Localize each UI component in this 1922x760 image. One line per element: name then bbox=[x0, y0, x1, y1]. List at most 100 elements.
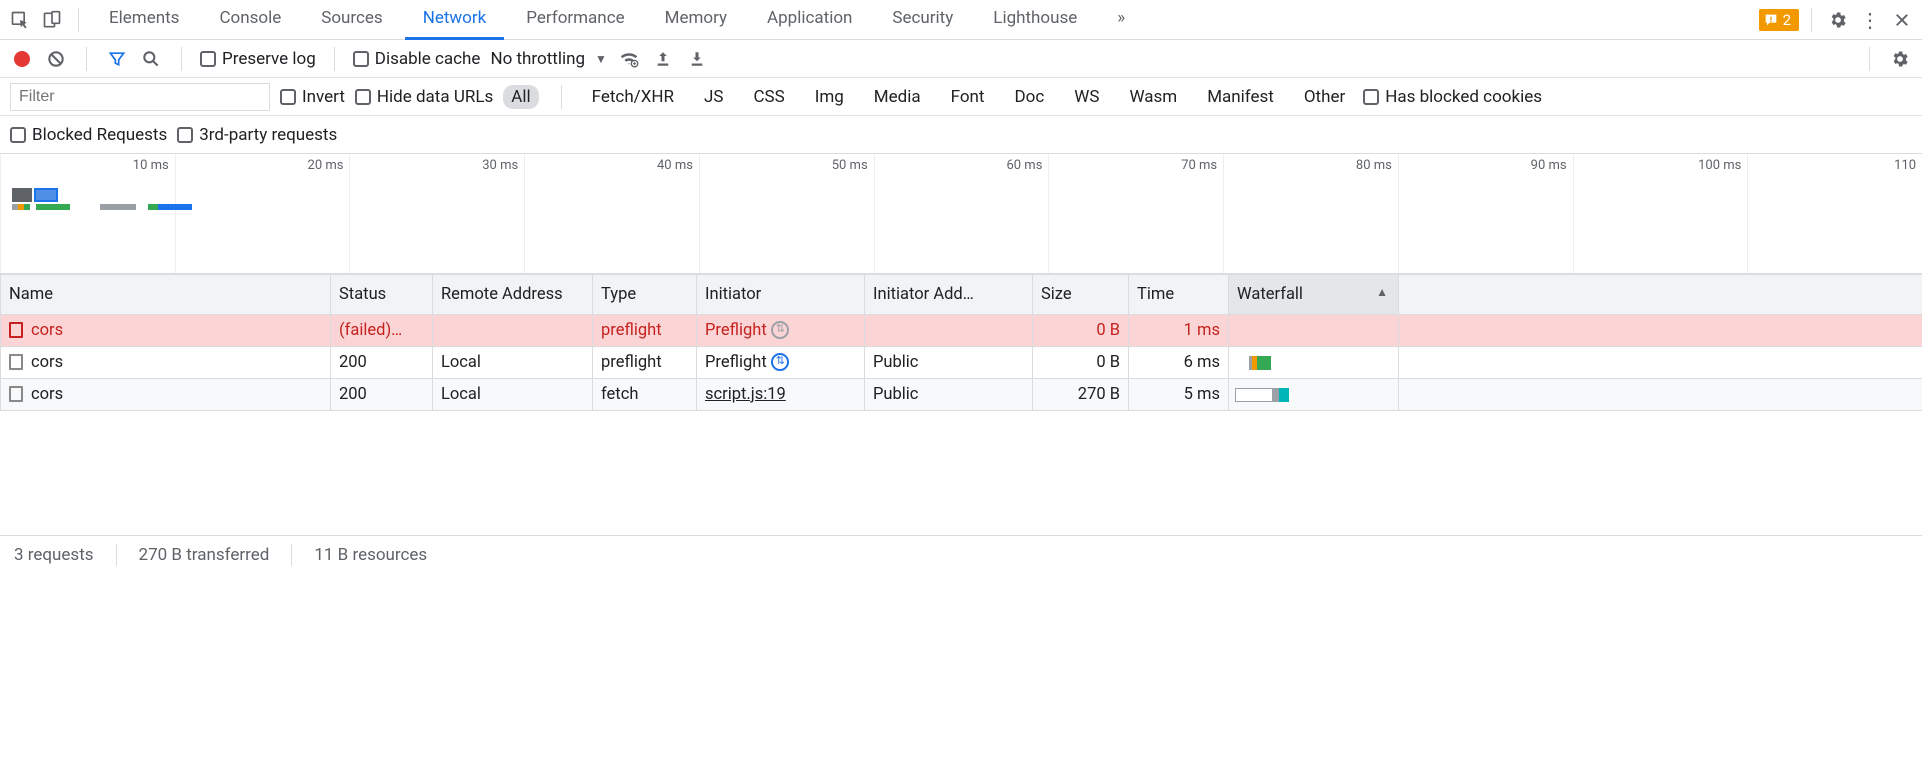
tabs-overflow[interactable]: » bbox=[1099, 0, 1143, 40]
tab-console[interactable]: Console bbox=[201, 0, 299, 40]
filter-type-media[interactable]: Media bbox=[866, 85, 929, 109]
filter-type-ws[interactable]: WS bbox=[1066, 85, 1107, 109]
col-type[interactable]: Type bbox=[593, 275, 697, 315]
overview-tick: 30 ms bbox=[349, 154, 524, 273]
filter-bar-2: Blocked Requests 3rd-party requests bbox=[0, 116, 1922, 154]
filter-type-other[interactable]: Other bbox=[1296, 85, 1353, 109]
network-settings-icon[interactable] bbox=[1888, 47, 1912, 71]
invert-checkbox[interactable]: Invert bbox=[280, 87, 345, 107]
separator bbox=[1811, 8, 1812, 32]
cell-blank bbox=[1399, 315, 1922, 347]
disable-cache-checkbox[interactable]: Disable cache bbox=[353, 49, 481, 69]
overview-tick: 90 ms bbox=[1398, 154, 1573, 273]
cell-remote: Local bbox=[433, 347, 593, 379]
tab-memory[interactable]: Memory bbox=[647, 0, 745, 40]
filter-icon[interactable] bbox=[105, 47, 129, 71]
cell-size: 0 B bbox=[1033, 347, 1129, 379]
filter-type-js[interactable]: JS bbox=[696, 85, 731, 109]
blocked-requests-checkbox[interactable]: Blocked Requests bbox=[10, 125, 167, 145]
device-toggle-icon[interactable] bbox=[38, 6, 66, 34]
filter-type-manifest[interactable]: Manifest bbox=[1199, 85, 1282, 109]
network-conditions-icon[interactable] bbox=[617, 47, 641, 71]
overview-tick: 20 ms bbox=[175, 154, 350, 273]
settings-icon[interactable] bbox=[1824, 6, 1852, 34]
cell-initiator: Preflight bbox=[697, 347, 865, 379]
tab-network[interactable]: Network bbox=[405, 0, 505, 40]
cell-type: fetch bbox=[593, 379, 697, 411]
cell-waterfall bbox=[1229, 315, 1399, 347]
col-status[interactable]: Status bbox=[331, 275, 433, 315]
initiator-link[interactable]: script.js:19 bbox=[705, 385, 786, 404]
cell-blank bbox=[1399, 379, 1922, 411]
request-row[interactable]: cors200Localfetchscript.js:19Public270 B… bbox=[1, 379, 1922, 411]
cell-initiator: script.js:19 bbox=[697, 379, 865, 411]
cell-time: 6 ms bbox=[1129, 347, 1229, 379]
tab-lighthouse[interactable]: Lighthouse bbox=[975, 0, 1095, 40]
filter-type-font[interactable]: Font bbox=[943, 85, 993, 109]
separator bbox=[1869, 47, 1870, 71]
inspect-icon[interactable] bbox=[6, 6, 34, 34]
cell-initaddr: Public bbox=[865, 347, 1033, 379]
kebab-menu-icon[interactable]: ⋮ bbox=[1856, 6, 1884, 34]
preserve-log-checkbox[interactable]: Preserve log bbox=[200, 49, 316, 69]
filter-type-css[interactable]: CSS bbox=[745, 85, 792, 109]
filter-type-doc[interactable]: Doc bbox=[1007, 85, 1053, 109]
cell-initiator: Preflight bbox=[697, 315, 865, 347]
separator bbox=[86, 47, 87, 71]
filter-type-img[interactable]: Img bbox=[807, 85, 852, 109]
third-party-checkbox[interactable]: 3rd-party requests bbox=[177, 125, 337, 145]
cell-name: cors bbox=[1, 379, 331, 411]
tab-sources[interactable]: Sources bbox=[303, 0, 400, 40]
cell-remote: Local bbox=[433, 379, 593, 411]
filter-bar: Invert Hide data URLs All Fetch/XHR JS CSS I… bbox=[0, 78, 1922, 116]
overview-tick: 50 ms bbox=[699, 154, 874, 273]
col-size[interactable]: Size bbox=[1033, 275, 1129, 315]
hide-data-urls-checkbox[interactable]: Hide data URLs bbox=[355, 87, 493, 107]
file-icon bbox=[9, 386, 23, 402]
cell-blank bbox=[1399, 347, 1922, 379]
record-button[interactable] bbox=[10, 47, 34, 71]
has-blocked-cookies-checkbox[interactable]: Has blocked cookies bbox=[1363, 87, 1542, 107]
tab-elements[interactable]: Elements bbox=[91, 0, 197, 40]
tab-performance[interactable]: Performance bbox=[508, 0, 642, 40]
close-devtools-icon[interactable] bbox=[1888, 6, 1916, 34]
cell-waterfall bbox=[1229, 347, 1399, 379]
overview-tick: 110 bbox=[1747, 154, 1922, 273]
download-har-icon[interactable] bbox=[685, 47, 709, 71]
cell-type: preflight bbox=[593, 347, 697, 379]
col-time[interactable]: Time bbox=[1129, 275, 1229, 315]
overview-tick: 80 ms bbox=[1223, 154, 1398, 273]
request-row[interactable]: cors(failed)…preflightPreflight0 B1 ms bbox=[1, 315, 1922, 347]
tab-application[interactable]: Application bbox=[749, 0, 870, 40]
filter-input[interactable] bbox=[10, 83, 270, 111]
preflight-icon bbox=[771, 321, 789, 339]
tab-security[interactable]: Security bbox=[874, 0, 971, 40]
col-initaddr[interactable]: Initiator Add… bbox=[865, 275, 1033, 315]
throttling-select[interactable]: No throttling▼ bbox=[490, 49, 606, 69]
overview-tick: 70 ms bbox=[1048, 154, 1223, 273]
cell-type: preflight bbox=[593, 315, 697, 347]
status-resources: 11 B resources bbox=[314, 545, 427, 565]
separator bbox=[78, 8, 79, 32]
overview-tick: 40 ms bbox=[524, 154, 699, 273]
request-row[interactable]: cors200LocalpreflightPreflightPublic0 B6… bbox=[1, 347, 1922, 379]
upload-har-icon[interactable] bbox=[651, 47, 675, 71]
separator bbox=[334, 47, 335, 71]
devtools-tabbar: ElementsConsoleSourcesNetworkPerformance… bbox=[0, 0, 1922, 40]
col-name[interactable]: Name bbox=[1, 275, 331, 315]
filter-type-fetchxhr[interactable]: Fetch/XHR bbox=[584, 85, 682, 109]
network-toolbar: Preserve log Disable cache No throttling… bbox=[0, 40, 1922, 78]
search-icon[interactable] bbox=[139, 47, 163, 71]
filter-type-wasm[interactable]: Wasm bbox=[1121, 85, 1185, 109]
col-blank[interactable] bbox=[1399, 275, 1922, 315]
issues-badge[interactable]: 2 bbox=[1759, 9, 1799, 31]
overview-tick: 100 ms bbox=[1573, 154, 1748, 273]
col-initiator[interactable]: Initiator bbox=[697, 275, 865, 315]
filter-type-all[interactable]: All bbox=[503, 85, 538, 109]
col-waterfall[interactable]: Waterfall▲ bbox=[1229, 275, 1399, 315]
clear-icon[interactable] bbox=[44, 47, 68, 71]
col-remote[interactable]: Remote Address bbox=[433, 275, 593, 315]
requests-table: NameStatusRemote AddressTypeInitiatorIni… bbox=[0, 274, 1922, 411]
cell-status: (failed)… bbox=[331, 315, 433, 347]
timeline-overview[interactable]: 10 ms20 ms30 ms40 ms50 ms60 ms70 ms80 ms… bbox=[0, 154, 1922, 274]
